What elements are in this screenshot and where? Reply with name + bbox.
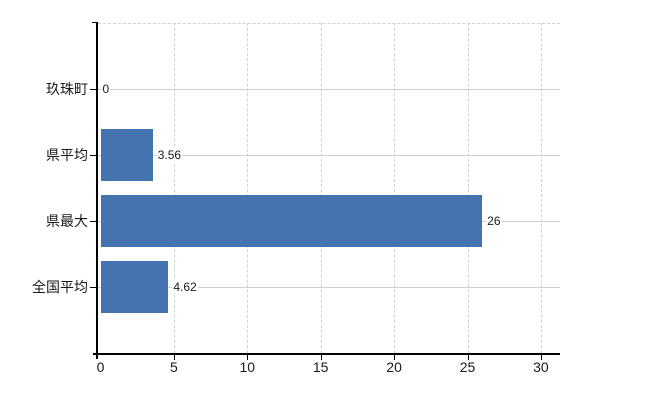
y-axis-tick bbox=[90, 155, 97, 156]
x-axis-tick bbox=[320, 355, 322, 360]
x-tick-label: 10 bbox=[239, 359, 256, 375]
y-axis-tick bbox=[90, 89, 97, 90]
bar bbox=[100, 195, 483, 247]
horizontal-gridline bbox=[98, 155, 560, 156]
vertical-gridline bbox=[247, 23, 249, 353]
category-label: 玖珠町 bbox=[46, 81, 88, 97]
x-tick-label: 5 bbox=[169, 359, 178, 375]
value-label: 3.56 bbox=[156, 148, 183, 162]
y-axis-tick bbox=[90, 221, 97, 222]
y-axis-line bbox=[96, 22, 98, 359]
bar bbox=[100, 261, 169, 313]
value-label: 4.62 bbox=[172, 280, 198, 294]
x-tick-label: 30 bbox=[533, 359, 549, 375]
horizontal-gridline bbox=[98, 89, 560, 90]
category-label: 県平均 bbox=[46, 147, 88, 163]
x-axis-tick bbox=[394, 355, 396, 360]
y-axis-tick bbox=[90, 287, 97, 288]
x-tick-label: 25 bbox=[459, 359, 476, 375]
y-axis-top-tick bbox=[92, 22, 98, 23]
category-label: 全国平均 bbox=[32, 279, 88, 295]
vertical-gridline bbox=[173, 23, 175, 353]
value-label: 26 bbox=[486, 214, 502, 228]
x-axis-tick bbox=[173, 355, 175, 360]
x-tick-label: 15 bbox=[312, 359, 329, 375]
category-label: 県最大 bbox=[46, 213, 88, 229]
x-tick-label: 20 bbox=[386, 359, 402, 375]
bar bbox=[100, 129, 153, 181]
vertical-gridline bbox=[320, 23, 322, 353]
x-axis-line bbox=[93, 353, 560, 355]
horizontal-gridline bbox=[98, 287, 560, 288]
vertical-gridline bbox=[394, 23, 396, 353]
x-axis-tick bbox=[540, 355, 542, 360]
vertical-gridline bbox=[540, 23, 542, 353]
plot-area: 0 3.56 26 4.62 bbox=[98, 23, 560, 353]
x-axis-tick bbox=[467, 355, 469, 360]
plot-top-border bbox=[98, 23, 560, 24]
x-tick-label: 0 bbox=[96, 359, 105, 375]
x-axis-tick bbox=[247, 355, 249, 360]
value-label: 0 bbox=[101, 82, 111, 96]
vertical-gridline bbox=[467, 23, 469, 353]
